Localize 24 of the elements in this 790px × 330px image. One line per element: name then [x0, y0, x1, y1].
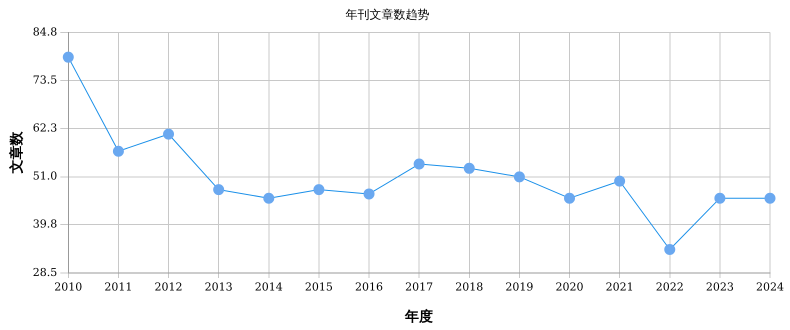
y-tick-label: 39.8: [32, 218, 58, 231]
x-tick-label: 2011: [104, 280, 132, 294]
x-axis-title: 年度: [404, 308, 434, 326]
x-tick-label: 2019: [505, 280, 534, 294]
x-tick-label: 2018: [455, 280, 484, 294]
y-tick-label: 28.5: [32, 266, 58, 279]
x-tick-label: 2014: [254, 280, 283, 294]
y-tick-label: 51.0: [32, 170, 58, 183]
x-tick-label: 2017: [405, 280, 434, 294]
x-tick-label: 2024: [756, 280, 784, 294]
x-tick-label: 2020: [556, 280, 584, 294]
x-tick-label: 2010: [54, 280, 82, 294]
x-tick-label: 2022: [656, 280, 684, 294]
x-tick-label: 2012: [154, 280, 183, 294]
y-tick-label: 73.5: [32, 74, 58, 87]
y-axis-title: 文章数: [8, 130, 26, 175]
x-tick-label: 2023: [706, 280, 734, 294]
y-tick-label: 62.3: [32, 121, 58, 134]
x-tick-label: 2015: [304, 280, 333, 294]
x-tick-label: 2013: [204, 280, 233, 294]
y-tick-label: 84.8: [32, 25, 58, 38]
x-tick-label: 2016: [355, 280, 384, 294]
x-tick-label: 2021: [606, 280, 634, 294]
chart-title: 年刊文章数趋势: [346, 7, 430, 22]
